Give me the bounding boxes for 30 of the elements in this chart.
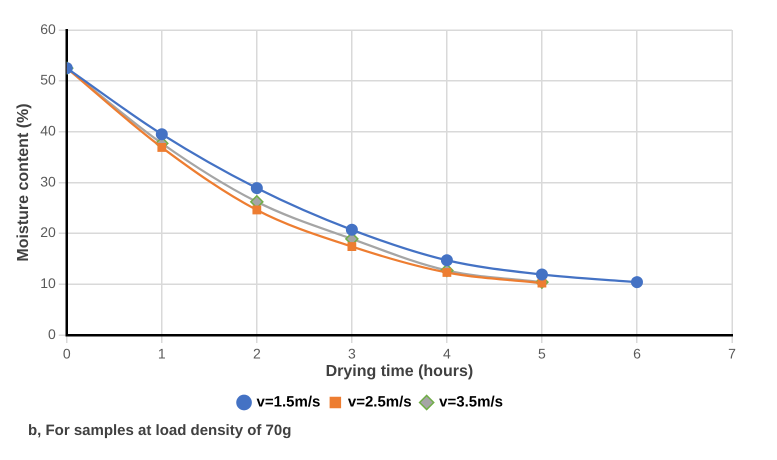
y-tick-label: 10 xyxy=(40,275,56,292)
text: b, For samples at load density of 70g xyxy=(28,422,292,439)
x-tick-label: 0 xyxy=(62,345,71,362)
x-tick-label: 6 xyxy=(633,345,642,362)
y-tick-label: 50 xyxy=(40,72,56,88)
point xyxy=(346,224,358,236)
y-tick-label: 30 xyxy=(40,173,56,190)
y-tick-label: 40 xyxy=(40,122,56,139)
x-tick-label: 7 xyxy=(728,345,736,362)
x-tick-label: 1 xyxy=(158,345,166,362)
point xyxy=(156,128,168,140)
legend-label: v=1.5m/s xyxy=(256,394,320,411)
point xyxy=(250,182,263,194)
y-tick-label: 0 xyxy=(48,326,56,342)
point xyxy=(536,268,548,281)
x-tick-label: 3 xyxy=(348,345,356,362)
y-axis-title: Moisture content (%) xyxy=(15,103,32,262)
legend-label: v=2.5m/s xyxy=(348,394,412,411)
point xyxy=(630,276,643,288)
x-tick-label: 2 xyxy=(252,345,261,362)
y-tick-label: 60 xyxy=(40,20,56,37)
point xyxy=(347,242,356,251)
x-tick-label: 4 xyxy=(443,345,452,362)
point xyxy=(252,206,262,214)
legend-label: v=3.5m/s xyxy=(439,394,503,411)
point xyxy=(440,254,453,266)
x-axis-title: Drying time (hours) xyxy=(326,362,474,380)
point xyxy=(157,143,166,152)
x-tick-label: 5 xyxy=(538,345,546,362)
y-tick-label: 20 xyxy=(40,224,56,240)
